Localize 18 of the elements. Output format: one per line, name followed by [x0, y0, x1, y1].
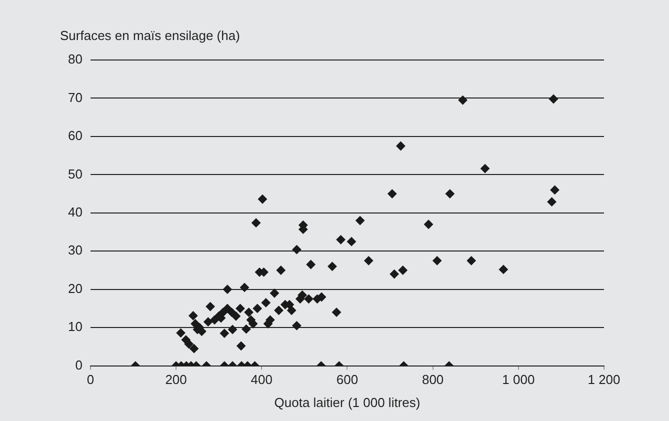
y-tick-label: 0 [75, 357, 82, 372]
y-tick-label: 60 [68, 128, 82, 144]
y-tick-label: 80 [68, 52, 82, 67]
x-tick-label: 1 000 [502, 372, 535, 388]
x-tick-label: 0 [86, 372, 94, 388]
x-tick-label: 400 [250, 372, 272, 388]
x-tick-label: 800 [422, 372, 444, 388]
y-tick-label: 30 [68, 242, 82, 258]
y-axis-title: Surfaces en maïs ensilage (ha) [60, 28, 240, 43]
y-tick-label: 50 [68, 166, 82, 182]
y-tick-label: 20 [68, 280, 82, 296]
x-tick-label: 600 [336, 372, 358, 388]
x-axis-title: Quota laitier (1 000 litres) [274, 394, 420, 410]
y-tick-label: 10 [68, 319, 82, 334]
x-tick-label: 1 200 [588, 372, 620, 388]
y-tick-label: 70 [68, 90, 82, 105]
y-tick-label: 40 [68, 204, 82, 220]
x-tick-label: 200 [165, 372, 187, 388]
